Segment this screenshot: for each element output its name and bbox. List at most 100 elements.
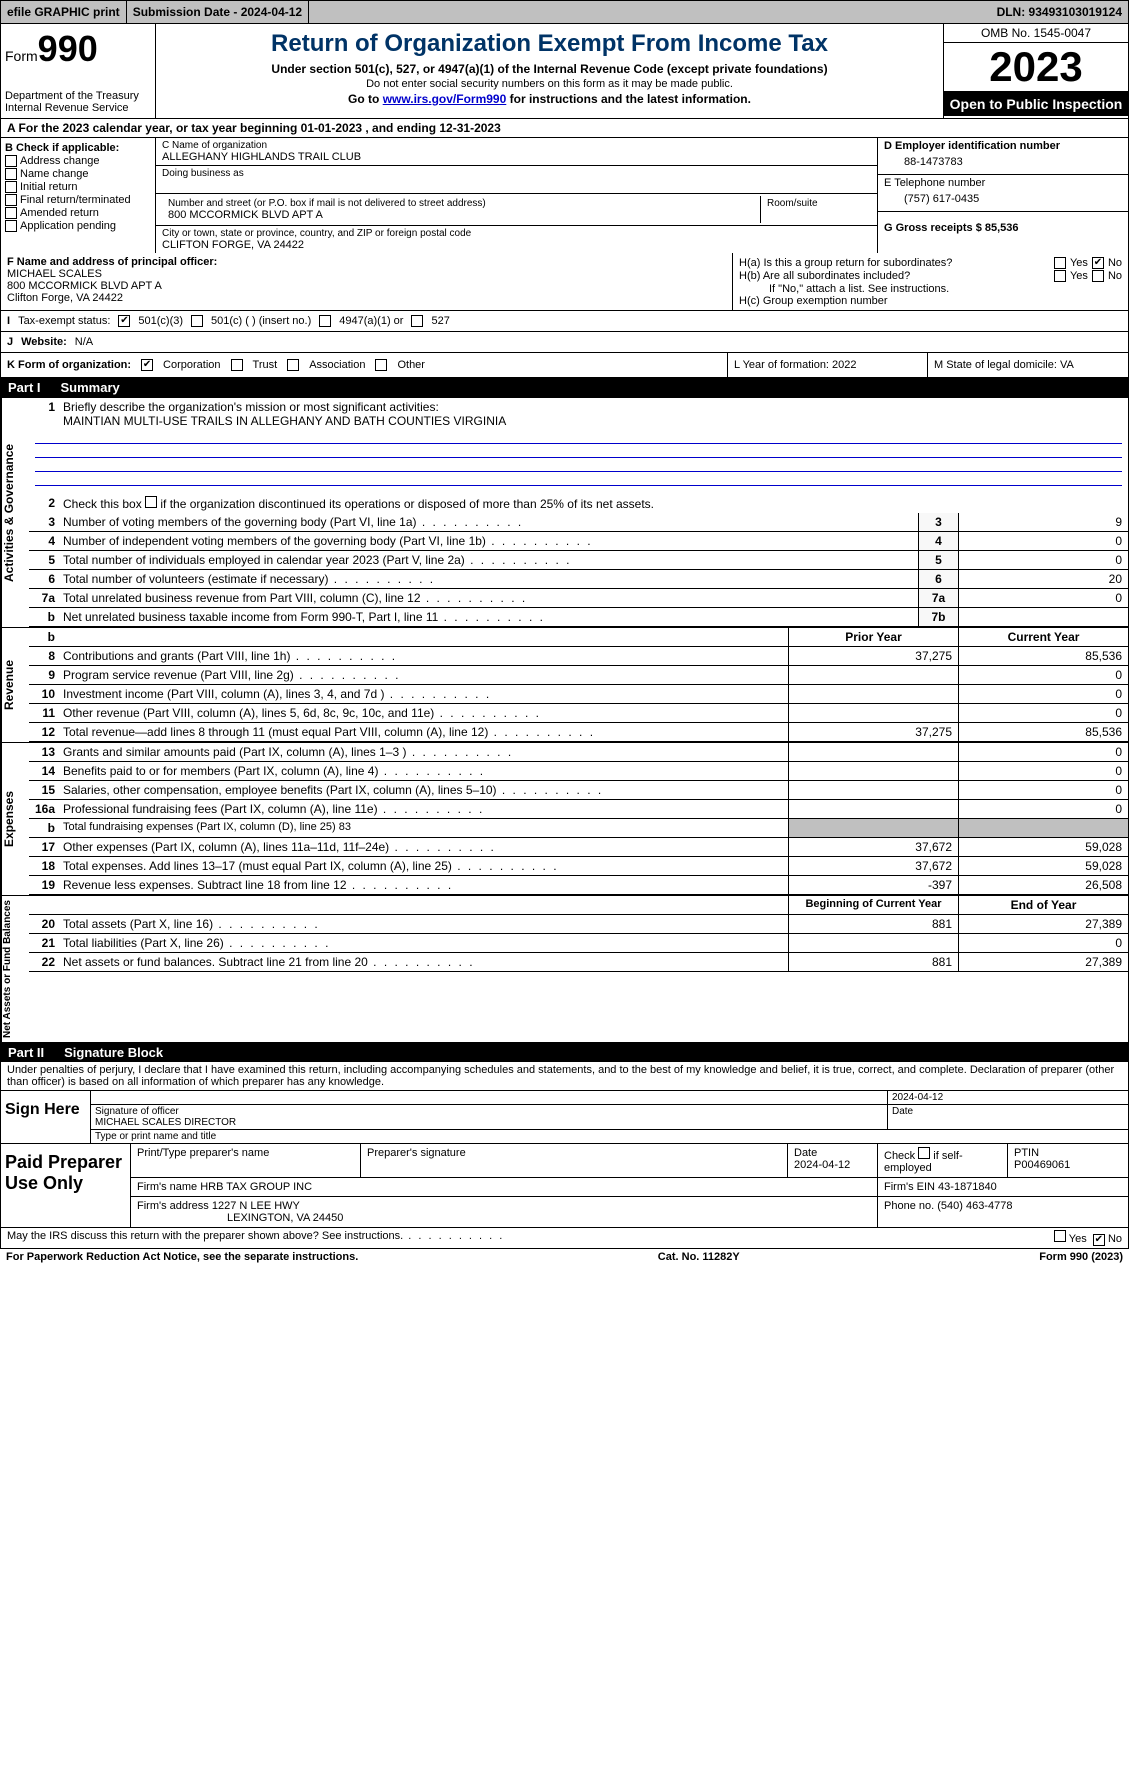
- line-num: 10: [29, 685, 59, 703]
- hc-label: H(c) Group exemption number: [739, 295, 1122, 307]
- city-state-zip: CLIFTON FORGE, VA 24422: [162, 239, 871, 251]
- prior-value: 881: [788, 915, 958, 933]
- hb-no[interactable]: [1092, 270, 1104, 282]
- cat-no: Cat. No. 11282Y: [658, 1251, 740, 1263]
- chk-corp[interactable]: [141, 359, 153, 371]
- form-num: 990: [38, 28, 98, 69]
- ein-value: 88-1473783: [884, 152, 1122, 172]
- line-i: I Tax-exempt status: 501(c)(3) 501(c) ( …: [0, 311, 1129, 332]
- dba-cell: Doing business as: [156, 166, 877, 194]
- line-num: 11: [29, 704, 59, 722]
- ha-label: H(a) Is this a group return for subordin…: [739, 257, 1050, 269]
- tax-year: 2023: [944, 43, 1128, 92]
- opt-4947: 4947(a)(1) or: [339, 315, 403, 327]
- sig-blank: [91, 1091, 888, 1104]
- summary-row: 6Total number of volunteers (estimate if…: [29, 570, 1128, 589]
- mission-rule: [35, 430, 1122, 444]
- k-label: K Form of organization:: [7, 359, 131, 371]
- chk-trust[interactable]: [231, 359, 243, 371]
- h-b: H(b) Are all subordinates included? Yes …: [739, 270, 1122, 282]
- box-m: M State of legal domicile: VA: [928, 353, 1128, 377]
- line-text: Total liabilities (Part X, line 26): [59, 934, 788, 952]
- line-num: 9: [29, 666, 59, 684]
- sign-here-right: 2024-04-12 Signature of officer MICHAEL …: [91, 1091, 1128, 1143]
- line-num: 17: [29, 838, 59, 856]
- line-text: Total revenue—add lines 8 through 11 (mu…: [59, 723, 788, 741]
- officer-name: MICHAEL SCALES: [7, 268, 726, 280]
- org-name: ALLEGHANY HIGHLANDS TRAIL CLUB: [162, 151, 871, 163]
- prep-name: Print/Type preparer's name: [131, 1144, 361, 1177]
- line-value: 0: [958, 532, 1128, 550]
- ha-no[interactable]: [1092, 257, 1104, 269]
- part1-revenue: b Prior Year Current Year 8Contributions…: [29, 628, 1128, 742]
- box-f: F Name and address of principal officer:…: [1, 253, 733, 310]
- prior-value: 37,275: [788, 647, 958, 665]
- chk-4947[interactable]: [319, 315, 331, 327]
- paid-preparer-label: Paid Preparer Use Only: [1, 1144, 131, 1227]
- line-text: Grants and similar amounts paid (Part IX…: [59, 743, 788, 761]
- col-spacer: [59, 896, 788, 914]
- chk-discuss-no[interactable]: [1093, 1234, 1105, 1246]
- line-num: 15: [29, 781, 59, 799]
- irs-link[interactable]: www.irs.gov/Form990: [383, 92, 507, 106]
- line-text: Net unrelated business taxable income fr…: [59, 608, 918, 626]
- summary-row: 22Net assets or fund balances. Subtract …: [29, 953, 1128, 972]
- col-dg: D Employer identification number 88-1473…: [878, 138, 1128, 253]
- line-text: Other revenue (Part VIII, column (A), li…: [59, 704, 788, 722]
- chk-discuss-yes[interactable]: [1054, 1230, 1066, 1242]
- current-value: 0: [958, 762, 1128, 780]
- chk-other[interactable]: [375, 359, 387, 371]
- summary-row: 16aProfessional fundraising fees (Part I…: [29, 800, 1128, 819]
- h-a: H(a) Is this a group return for subordin…: [739, 257, 1122, 269]
- line-num: 20: [29, 915, 59, 933]
- chk-address-change[interactable]: Address change: [5, 155, 151, 167]
- chk-amended[interactable]: Amended return: [5, 207, 151, 219]
- may-irs-text: May the IRS discuss this return with the…: [7, 1230, 504, 1246]
- mission-label: Briefly describe the organization's miss…: [63, 400, 439, 414]
- current-value: 26,508: [958, 876, 1128, 894]
- chk-self-employed[interactable]: [918, 1147, 930, 1159]
- line-value: 20: [958, 570, 1128, 588]
- current-value: 27,389: [958, 915, 1128, 933]
- line-num: 19: [29, 876, 59, 894]
- chk-discontinued[interactable]: [145, 496, 157, 508]
- line-box: 5: [918, 551, 958, 569]
- goto-post: for instructions and the latest informat…: [506, 92, 751, 106]
- chk-final-return[interactable]: Final return/terminated: [5, 194, 151, 206]
- line-num: 14: [29, 762, 59, 780]
- ha-yes[interactable]: [1054, 257, 1066, 269]
- chk-initial-return[interactable]: Initial return: [5, 181, 151, 193]
- tab-net-assets: Net Assets or Fund Balances: [1, 896, 29, 1042]
- box-k: K Form of organization: Corporation Trus…: [1, 353, 728, 377]
- chk-527[interactable]: [411, 315, 423, 327]
- prep-sig: Preparer's signature: [361, 1144, 788, 1177]
- current-value: 0: [958, 934, 1128, 952]
- chk-501c[interactable]: [191, 315, 203, 327]
- current-value: 0: [958, 781, 1128, 799]
- efile-print-button[interactable]: efile GRAPHIC print: [1, 1, 127, 23]
- opt-527: 527: [431, 315, 449, 327]
- chk-app-pending[interactable]: Application pending: [5, 220, 151, 232]
- line-text: Total number of volunteers (estimate if …: [59, 570, 918, 588]
- chk-501c3[interactable]: [118, 315, 130, 327]
- prior-value: [788, 762, 958, 780]
- chk-assoc[interactable]: [287, 359, 299, 371]
- part2-header: Part II Signature Block: [0, 1043, 1129, 1062]
- hb-note: If "No," attach a list. See instructions…: [739, 283, 1122, 295]
- mission-rule: [35, 444, 1122, 458]
- prior-value: [788, 934, 958, 952]
- hb-yes[interactable]: [1054, 270, 1066, 282]
- prior-value: [788, 743, 958, 761]
- prior-value: 37,275: [788, 723, 958, 741]
- form-ref: Form 990 (2023): [1039, 1251, 1123, 1263]
- line-num: 3: [29, 513, 59, 531]
- summary-row: 10Investment income (Part VIII, column (…: [29, 685, 1128, 704]
- addr-label: Number and street (or P.O. box if mail i…: [168, 198, 754, 209]
- line-value: 9: [958, 513, 1128, 531]
- chk-name-change[interactable]: Name change: [5, 168, 151, 180]
- prior-value: [788, 781, 958, 799]
- line-num: 16a: [29, 800, 59, 818]
- part1-body: Activities & Governance 1 Briefly descri…: [0, 397, 1129, 628]
- prior-value: 37,672: [788, 857, 958, 875]
- col-current-year: Current Year: [958, 628, 1128, 646]
